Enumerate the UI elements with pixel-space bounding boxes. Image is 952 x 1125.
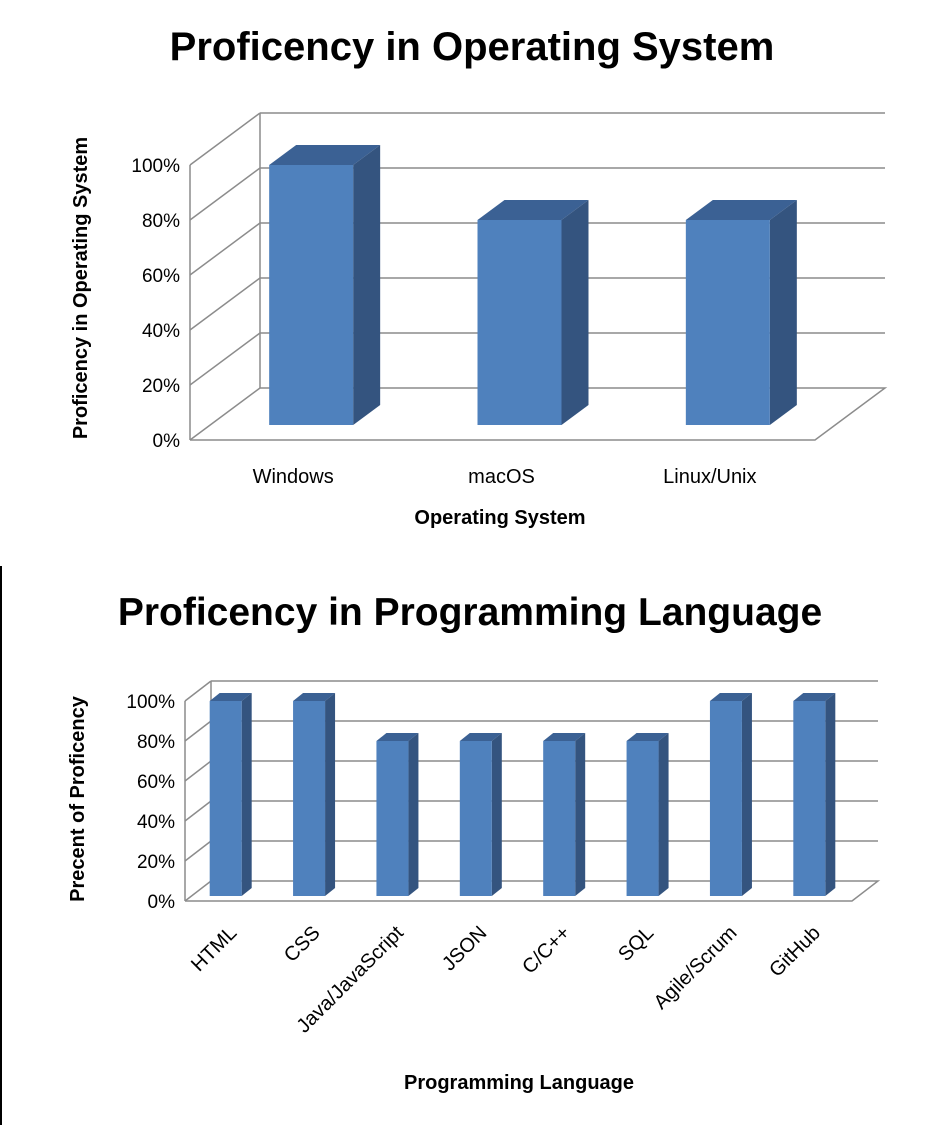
x-axis-label: Programming Language xyxy=(404,1072,634,1094)
side-gridline xyxy=(189,167,261,221)
category-label: HTML xyxy=(187,922,241,976)
bar-top xyxy=(709,693,752,701)
bar-top xyxy=(543,733,586,741)
category-label: CSS xyxy=(280,922,325,967)
bar-top xyxy=(459,733,502,741)
side-gridline xyxy=(189,332,261,386)
side-gridline xyxy=(184,840,212,862)
bar-front xyxy=(793,701,826,896)
left-edge-line xyxy=(0,566,2,1125)
bar xyxy=(626,733,669,896)
category-label: Windows xyxy=(253,466,334,488)
bar xyxy=(543,733,586,896)
y-tick-label: 40% xyxy=(137,812,175,833)
category-label: macOS xyxy=(468,466,535,488)
y-axis-label: Proficency in Operating System xyxy=(70,137,92,439)
side-gridline xyxy=(189,222,261,276)
bar xyxy=(709,693,752,896)
y-tick-label: 100% xyxy=(131,156,180,177)
bar-front xyxy=(709,701,742,896)
category-label: Linux/Unix xyxy=(663,466,756,488)
side-gridline xyxy=(189,387,261,441)
bar-top xyxy=(293,693,336,701)
side-gridline xyxy=(184,760,212,782)
bar-top xyxy=(793,693,836,701)
y-tick-label: 60% xyxy=(137,772,175,793)
bar-side xyxy=(825,693,836,896)
bar xyxy=(293,693,336,896)
bar-side xyxy=(491,733,502,896)
bar-top xyxy=(685,200,797,220)
floor xyxy=(185,880,881,902)
bar-front xyxy=(459,741,492,896)
bar xyxy=(269,145,381,425)
side-gridline xyxy=(184,800,212,822)
x-axis-label: Operating System xyxy=(414,507,585,529)
bar-side xyxy=(658,733,669,896)
y-tick-label: 0% xyxy=(148,892,176,913)
side-gridline xyxy=(189,112,261,166)
y-tick-label: 60% xyxy=(142,266,180,287)
category-label: Agile/Scrum xyxy=(650,922,742,1014)
bar-front xyxy=(543,741,576,896)
bar-front xyxy=(376,741,409,896)
y-tick-label: 100% xyxy=(126,692,175,713)
bar-top xyxy=(626,733,669,741)
bar xyxy=(793,693,836,896)
y-axis-label: Precent of Proficency xyxy=(67,695,89,902)
bar-front xyxy=(293,701,326,896)
bar xyxy=(376,733,419,896)
bar xyxy=(477,200,589,425)
side-gridline xyxy=(184,880,212,902)
y-tick-label: 80% xyxy=(142,211,180,232)
bar-front xyxy=(269,165,354,425)
y-tick-label: 80% xyxy=(137,732,175,753)
side-gridline xyxy=(189,277,261,331)
y-tick-label: 20% xyxy=(142,376,180,397)
side-gridline xyxy=(184,720,212,742)
bar-top xyxy=(477,200,589,220)
bar xyxy=(459,733,502,896)
bar xyxy=(685,200,797,425)
programming-proficiency-chart: Proficency in Programming Language 0% 20%… xyxy=(67,591,881,1094)
bar-side xyxy=(769,200,797,425)
chart-title: Proficency in Operating System xyxy=(170,25,775,69)
bar-front xyxy=(209,701,242,896)
chart-title: Proficency in Programming Language xyxy=(118,591,822,634)
bar-side xyxy=(408,733,419,896)
os-proficiency-chart: Proficency in Operating System 0% 20% 40% 6… xyxy=(70,25,888,529)
bar-side xyxy=(741,693,752,896)
category-label: C/C++ xyxy=(518,922,574,978)
bar-side xyxy=(561,200,589,425)
bar-top xyxy=(269,145,381,165)
bar-side xyxy=(241,693,252,896)
y-tick-label: 20% xyxy=(137,852,175,873)
bar xyxy=(209,693,252,896)
y-tick-label: 0% xyxy=(153,431,181,452)
bar-side xyxy=(353,145,381,425)
bar-side xyxy=(575,733,586,896)
category-label: JSON xyxy=(438,922,491,975)
category-label: GitHub xyxy=(765,922,825,982)
y-tick-label: 40% xyxy=(142,321,180,342)
side-gridline xyxy=(184,680,212,702)
bar-front xyxy=(685,220,770,425)
category-label: SQL xyxy=(614,922,658,966)
bar-top xyxy=(376,733,419,741)
bar-side xyxy=(325,693,336,896)
bar-front xyxy=(626,741,659,896)
bar-front xyxy=(477,220,562,425)
bar-top xyxy=(209,693,252,701)
